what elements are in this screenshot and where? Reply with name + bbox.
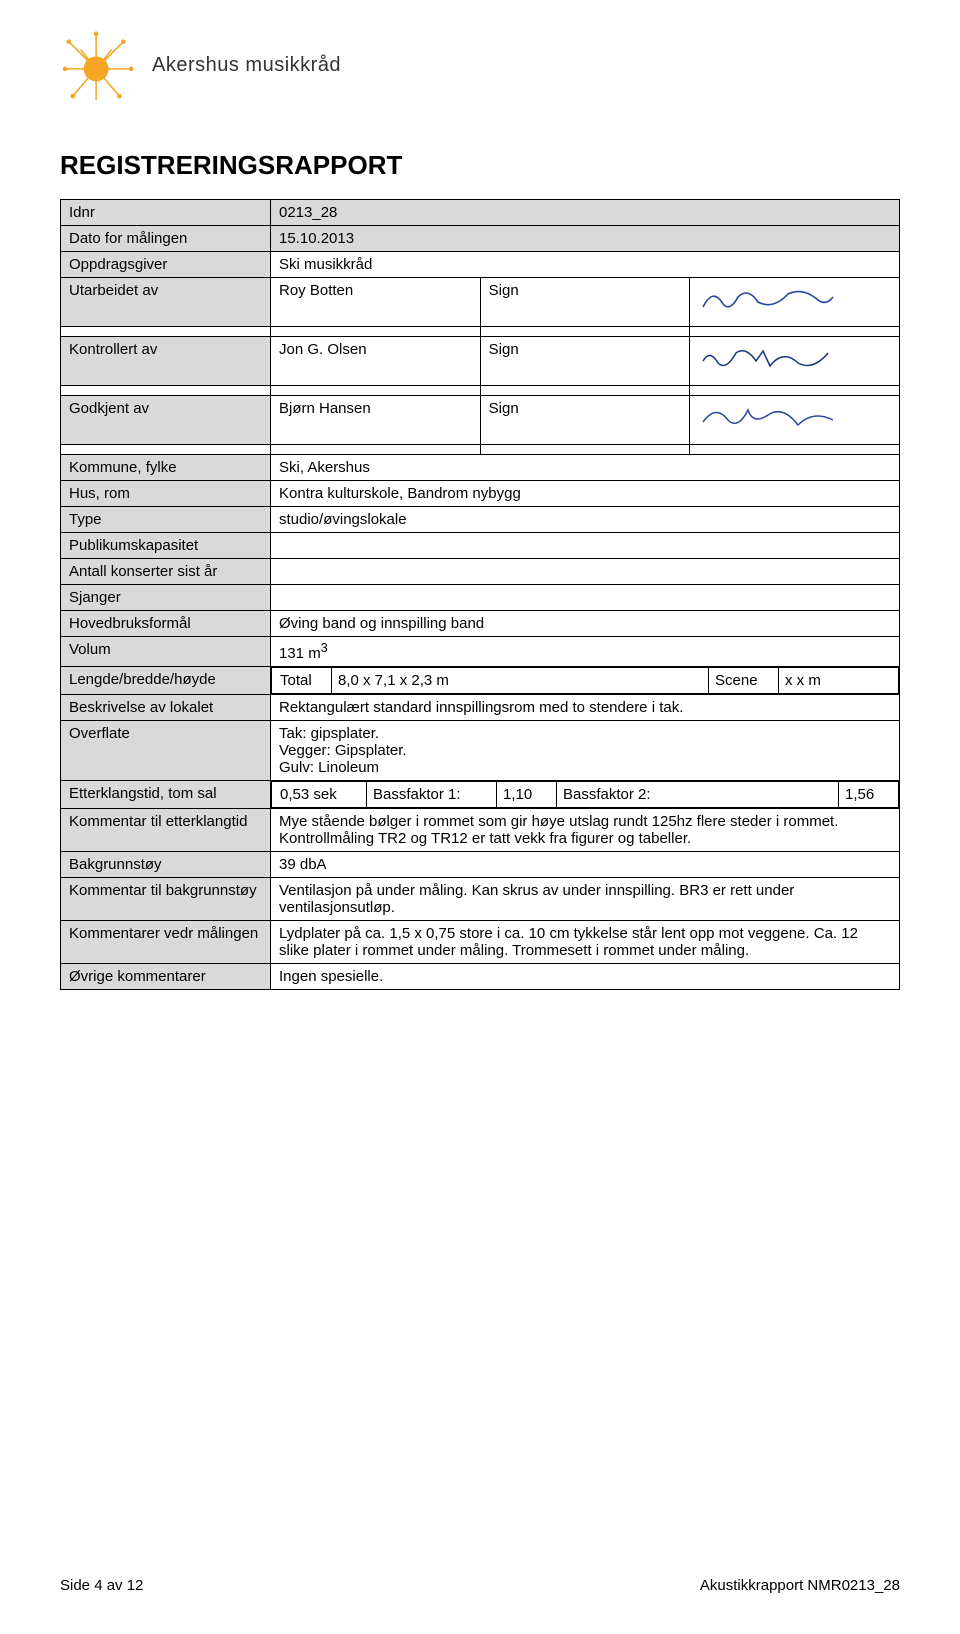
label-hbr: Hovedbruksformål bbox=[61, 611, 271, 637]
row-kommentar-etterklang: Kommentar til etterklangtid Mye stående … bbox=[61, 809, 900, 852]
lbh-scene-label: Scene bbox=[709, 668, 779, 694]
row-hus: Hus, rom Kontra kulturskole, Bandrom nyb… bbox=[61, 481, 900, 507]
row-utarbeidet: Utarbeidet av Roy Botten Sign bbox=[61, 278, 900, 327]
row-type: Type studio/øvingslokale bbox=[61, 507, 900, 533]
row-ovrige: Øvrige kommentarer Ingen spesielle. bbox=[61, 964, 900, 990]
signature-kontrollert bbox=[690, 337, 900, 386]
lbh-scene-dim: x x m bbox=[779, 668, 899, 694]
etk-time: 0,53 sek bbox=[272, 782, 367, 808]
value-idnr: 0213_28 bbox=[271, 200, 900, 226]
value-utarb: Roy Botten bbox=[271, 278, 481, 327]
label-antk: Antall konserter sist år bbox=[61, 559, 271, 585]
signature-icon bbox=[698, 341, 838, 377]
row-etterklang: Etterklangstid, tom sal 0,53 sek Bassfak… bbox=[61, 781, 900, 809]
row-sjanger: Sjanger bbox=[61, 585, 900, 611]
row-kommentar-bakgrunnstoy: Kommentar til bakgrunnstøy Ventilasjon p… bbox=[61, 878, 900, 921]
header-logo-area: Akershus musikkråd bbox=[60, 30, 900, 100]
footer-left: Side 4 av 12 bbox=[60, 1577, 143, 1594]
row-kommune: Kommune, fylke Ski, Akershus bbox=[61, 455, 900, 481]
row-hovedbruk: Hovedbruksformål Øving band og innspilli… bbox=[61, 611, 900, 637]
etk-b1-label: Bassfaktor 1: bbox=[367, 782, 497, 808]
label-type: Type bbox=[61, 507, 271, 533]
value-bgs: 39 dbA bbox=[271, 852, 900, 878]
label-godk: Godkjent av bbox=[61, 396, 271, 445]
signature-utarbeidet bbox=[690, 278, 900, 327]
value-dato: 15.10.2013 bbox=[271, 226, 900, 252]
etk-b1-value: 1,10 bbox=[497, 782, 557, 808]
label-sjan: Sjanger bbox=[61, 585, 271, 611]
etk-b2-label: Bassfaktor 2: bbox=[557, 782, 839, 808]
label-kontr: Kontrollert av bbox=[61, 337, 271, 386]
value-sjan bbox=[271, 585, 900, 611]
label-hus: Hus, rom bbox=[61, 481, 271, 507]
vol-num: 131 m bbox=[279, 645, 321, 662]
row-godkjent: Godkjent av Bjørn Hansen Sign bbox=[61, 396, 900, 445]
row-antall-konserter: Antall konserter sist år bbox=[61, 559, 900, 585]
row-kommentar-maling: Kommentarer vedr målingen Lydplater på c… bbox=[61, 921, 900, 964]
signature-icon bbox=[698, 400, 838, 436]
brand-name: Akershus musikkråd bbox=[152, 54, 341, 77]
value-kbg: Ventilasjon på under måling. Kan skrus a… bbox=[271, 878, 900, 921]
label-sign-2: Sign bbox=[480, 337, 690, 386]
label-publ: Publikumskapasitet bbox=[61, 533, 271, 559]
etk-b2-value: 1,56 bbox=[839, 782, 899, 808]
label-utarb: Utarbeidet av bbox=[61, 278, 271, 327]
label-ketk: Kommentar til etterklangtid bbox=[61, 809, 271, 852]
value-komm: Ski, Akershus bbox=[271, 455, 900, 481]
value-etk: 0,53 sek Bassfaktor 1: 1,10 Bassfaktor 2… bbox=[271, 781, 900, 809]
row-publikum: Publikumskapasitet bbox=[61, 533, 900, 559]
label-ovfl: Overflate bbox=[61, 721, 271, 781]
report-table: Idnr 0213_28 Dato for målingen 15.10.201… bbox=[60, 199, 900, 990]
value-besk: Rektangulært standard innspillingsrom me… bbox=[271, 695, 900, 721]
page-title: REGISTRERINGSRAPPORT bbox=[60, 150, 900, 181]
row-beskrivelse: Beskrivelse av lokalet Rektangulært stan… bbox=[61, 695, 900, 721]
row-lbh: Lengde/bredde/høyde Total 8,0 x 7,1 x 2,… bbox=[61, 667, 900, 695]
value-hus: Kontra kulturskole, Bandrom nybygg bbox=[271, 481, 900, 507]
label-bgs: Bakgrunnstøy bbox=[61, 852, 271, 878]
row-dato: Dato for målingen 15.10.2013 bbox=[61, 226, 900, 252]
lbh-total-label: Total bbox=[272, 668, 332, 694]
value-hbr: Øving band og innspilling band bbox=[271, 611, 900, 637]
vol-sup: 3 bbox=[321, 641, 328, 655]
brand-logo-icon bbox=[60, 30, 140, 100]
label-ovk: Øvrige kommentarer bbox=[61, 964, 271, 990]
page-footer: Side 4 av 12 Akustikkrapport NMR0213_28 bbox=[60, 1577, 900, 1594]
value-type: studio/øvingslokale bbox=[271, 507, 900, 533]
value-vol: 131 m3 bbox=[271, 637, 900, 667]
row-kontrollert: Kontrollert av Jon G. Olsen Sign bbox=[61, 337, 900, 386]
value-oppd: Ski musikkråd bbox=[271, 252, 900, 278]
label-besk: Beskrivelse av lokalet bbox=[61, 695, 271, 721]
label-lbh: Lengde/bredde/høyde bbox=[61, 667, 271, 695]
label-komm: Kommune, fylke bbox=[61, 455, 271, 481]
label-etk: Etterklangstid, tom sal bbox=[61, 781, 271, 809]
footer-right: Akustikkrapport NMR0213_28 bbox=[700, 1577, 900, 1594]
value-kontr: Jon G. Olsen bbox=[271, 337, 481, 386]
signature-godkjent bbox=[690, 396, 900, 445]
value-lbh: Total 8,0 x 7,1 x 2,3 m Scene x x m bbox=[271, 667, 900, 695]
label-dato: Dato for målingen bbox=[61, 226, 271, 252]
value-publ bbox=[271, 533, 900, 559]
label-kbg: Kommentar til bakgrunnstøy bbox=[61, 878, 271, 921]
signature-icon bbox=[698, 282, 838, 318]
row-overflate: Overflate Tak: gipsplater. Vegger: Gipsp… bbox=[61, 721, 900, 781]
row-oppdragsgiver: Oppdragsgiver Ski musikkråd bbox=[61, 252, 900, 278]
value-godk: Bjørn Hansen bbox=[271, 396, 481, 445]
label-kvm: Kommentarer vedr målingen bbox=[61, 921, 271, 964]
value-kvm: Lydplater på ca. 1,5 x 0,75 store i ca. … bbox=[271, 921, 900, 964]
label-oppd: Oppdragsgiver bbox=[61, 252, 271, 278]
label-sign-3: Sign bbox=[480, 396, 690, 445]
label-vol: Volum bbox=[61, 637, 271, 667]
lbh-total-dim: 8,0 x 7,1 x 2,3 m bbox=[332, 668, 709, 694]
label-sign-1: Sign bbox=[480, 278, 690, 327]
row-volum: Volum 131 m3 bbox=[61, 637, 900, 667]
value-ovk: Ingen spesielle. bbox=[271, 964, 900, 990]
row-idnr: Idnr 0213_28 bbox=[61, 200, 900, 226]
value-ketk: Mye stående bølger i rommet som gir høye… bbox=[271, 809, 900, 852]
value-antk bbox=[271, 559, 900, 585]
value-ovfl: Tak: gipsplater. Vegger: Gipsplater. Gul… bbox=[271, 721, 900, 781]
label-idnr: Idnr bbox=[61, 200, 271, 226]
row-bakgrunnstoy: Bakgrunnstøy 39 dbA bbox=[61, 852, 900, 878]
